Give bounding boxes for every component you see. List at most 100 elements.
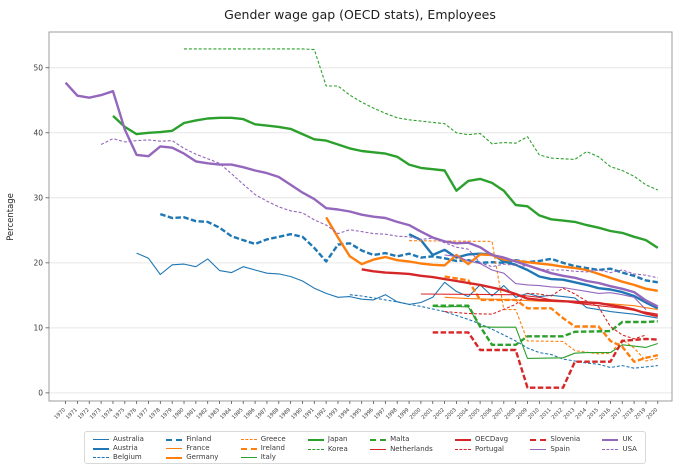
legend-line-sample bbox=[307, 438, 324, 441]
y-tick-label: 30 bbox=[33, 193, 43, 202]
legend-line-sample bbox=[93, 457, 109, 458]
x-tick-label: 1997 bbox=[373, 407, 387, 421]
x-tick-label: 1970 bbox=[53, 407, 67, 421]
legend-item-Malta: Malta bbox=[370, 435, 433, 444]
y-tick-label: 40 bbox=[33, 128, 43, 137]
legend-label: OECDavg bbox=[475, 435, 509, 444]
x-tick-label: 1971 bbox=[65, 407, 79, 421]
legend-column: Australia Austria Belgium bbox=[93, 435, 144, 461]
series-line-USA bbox=[100, 138, 658, 279]
legend-label: Netherlands bbox=[390, 444, 433, 453]
legend-label: France bbox=[186, 444, 210, 452]
series-line-Korea bbox=[184, 48, 659, 191]
legend-column: Slovenia Spain bbox=[530, 435, 580, 461]
x-tick-label: 2018 bbox=[622, 407, 636, 421]
legend-line-sample bbox=[455, 448, 472, 450]
legend-item-Slovenia: Slovenia bbox=[530, 435, 580, 444]
legend-label: Finland bbox=[186, 435, 212, 443]
legend-line-sample bbox=[240, 439, 257, 440]
legend-label: Germany bbox=[186, 453, 219, 461]
x-tick-label: 2009 bbox=[515, 407, 529, 421]
legend-item-USA: USA bbox=[602, 444, 637, 453]
legend-line-sample bbox=[370, 448, 387, 450]
x-tick-label: 1988 bbox=[267, 407, 281, 421]
legend-item-Japan: Japan bbox=[307, 435, 348, 444]
x-tick-label: 2020 bbox=[646, 407, 660, 421]
x-tick-label: 1999 bbox=[397, 407, 411, 421]
legend-label: Korea bbox=[327, 444, 348, 453]
legend-item-Greece: Greece bbox=[240, 435, 286, 444]
series-line-UK bbox=[64, 81, 659, 308]
legend-line-sample bbox=[530, 448, 547, 450]
y-axis-label: Percentage bbox=[6, 193, 16, 241]
series-line-Netherlands bbox=[420, 293, 658, 315]
legend-line-sample bbox=[307, 448, 324, 450]
x-tick-label: 2015 bbox=[586, 407, 600, 421]
x-tick-label: 1975 bbox=[113, 407, 127, 421]
legend-line-sample bbox=[455, 438, 472, 441]
x-tick-label: 2016 bbox=[598, 407, 612, 421]
legend-column: Malta Netherlands bbox=[370, 435, 433, 461]
series-line-Japan bbox=[112, 115, 659, 249]
legend-label: Austria bbox=[113, 444, 138, 452]
x-tick-label: 1976 bbox=[124, 407, 138, 421]
x-tick-label: 2010 bbox=[527, 407, 541, 421]
legend-item-Germany: Germany bbox=[166, 453, 218, 462]
legend-item-Korea: Korea bbox=[307, 444, 348, 453]
x-tick-label: 1980 bbox=[172, 407, 186, 421]
legend-label: Italy bbox=[260, 453, 276, 461]
x-tick-label: 1983 bbox=[207, 407, 221, 421]
x-tick-label: 1989 bbox=[278, 407, 292, 421]
legend-line-sample bbox=[240, 457, 257, 458]
x-tick-label: 2012 bbox=[551, 407, 565, 421]
legend-item-Austria: Austria bbox=[93, 444, 144, 453]
y-tick-label: 10 bbox=[33, 323, 43, 332]
x-tick-label: 1982 bbox=[196, 407, 210, 421]
legend-line-sample bbox=[602, 438, 619, 441]
legend-item-Finland: Finland bbox=[166, 435, 218, 444]
legend-label: Malta bbox=[390, 435, 410, 444]
legend-item-UK: UK bbox=[602, 435, 637, 444]
y-tick-label: 20 bbox=[33, 258, 43, 267]
x-tick-label: 2003 bbox=[444, 407, 458, 421]
legend-column: Greece Ireland Italy bbox=[240, 435, 286, 461]
legend-label: Australia bbox=[113, 435, 144, 443]
y-tick-label: 0 bbox=[38, 388, 43, 397]
y-tick-label: 50 bbox=[33, 63, 43, 72]
x-tick-label: 1991 bbox=[302, 407, 316, 421]
series-line-Ireland bbox=[444, 275, 659, 363]
x-tick-label: 1987 bbox=[255, 407, 269, 421]
legend-line-sample bbox=[530, 438, 547, 441]
gridlines bbox=[49, 67, 672, 394]
x-axis: 1970197119721973197419751976197719781979… bbox=[53, 401, 659, 421]
legend-item-Ireland: Ireland bbox=[240, 444, 286, 453]
series-lines bbox=[64, 48, 659, 389]
chart-title: Gender wage gap (OECD stats), Employees bbox=[224, 7, 496, 22]
series-line-Austria bbox=[408, 233, 659, 310]
series-line-Australia bbox=[136, 252, 658, 319]
legend-line-sample bbox=[166, 438, 183, 441]
legend-line-sample bbox=[93, 447, 109, 450]
x-tick-label: 2005 bbox=[468, 407, 482, 421]
legend-line-sample bbox=[166, 456, 183, 459]
legend-item-Netherlands: Netherlands bbox=[370, 444, 433, 453]
legend-item-France: France bbox=[166, 444, 218, 453]
legend-label: Belgium bbox=[113, 453, 142, 461]
legend-line-sample bbox=[166, 448, 183, 449]
legend-label: Slovenia bbox=[550, 435, 581, 444]
legend-column: OECDavg Portugal bbox=[455, 435, 508, 461]
x-tick-label: 1998 bbox=[385, 407, 399, 421]
x-tick-label: 2014 bbox=[575, 407, 589, 421]
x-tick-label: 1972 bbox=[77, 407, 91, 421]
x-tick-label: 1978 bbox=[148, 407, 162, 421]
legend-item-Spain: Spain bbox=[530, 444, 580, 453]
x-tick-label: 1992 bbox=[314, 407, 328, 421]
x-tick-label: 2008 bbox=[504, 407, 518, 421]
x-tick-label: 1981 bbox=[184, 407, 198, 421]
series-line-OECDavg bbox=[361, 268, 659, 318]
series-line-Spain bbox=[444, 254, 647, 310]
x-tick-label: 1993 bbox=[326, 407, 340, 421]
x-tick-label: 2006 bbox=[480, 407, 494, 421]
x-tick-label: 1995 bbox=[350, 407, 364, 421]
